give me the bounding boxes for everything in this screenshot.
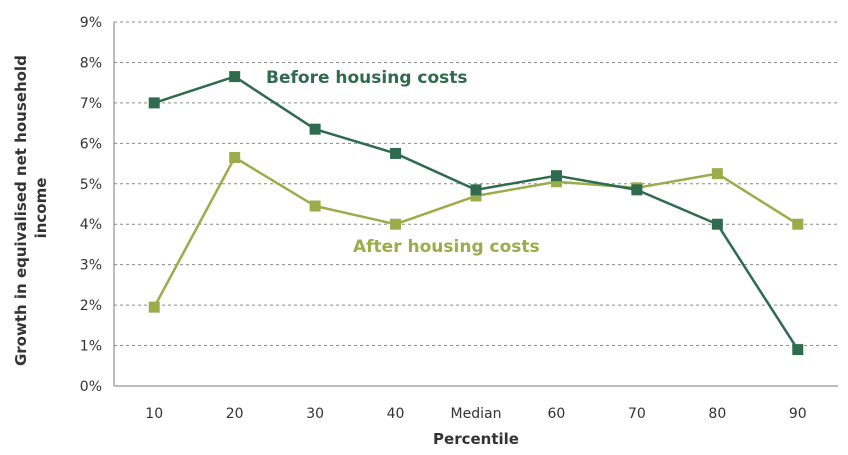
x-tick-label: 30 xyxy=(306,406,324,422)
y-tick-label: 6% xyxy=(80,136,102,152)
y-axis-title: Growth in equivalised net household inco… xyxy=(12,50,50,366)
data-point xyxy=(229,71,241,83)
x-tick-label: 90 xyxy=(789,406,807,422)
data-point xyxy=(309,123,321,135)
y-tick-label: 2% xyxy=(80,298,102,314)
x-tick-label: 70 xyxy=(628,406,646,422)
data-point xyxy=(550,170,562,182)
y-tick-label: 8% xyxy=(80,55,102,71)
axes xyxy=(113,22,838,387)
x-tick-label: Median xyxy=(451,406,502,422)
data-point xyxy=(470,184,482,196)
data-point xyxy=(711,168,723,180)
y-tick-label: 5% xyxy=(80,177,102,193)
data-point xyxy=(550,176,562,188)
x-tick-label: 40 xyxy=(387,406,405,422)
data-point xyxy=(148,301,160,313)
x-axis-title: Percentile xyxy=(433,430,519,448)
gridlines xyxy=(114,21,838,347)
x-tick-label: 10 xyxy=(145,406,163,422)
series-line xyxy=(153,75,799,351)
x-tick-label: 80 xyxy=(708,406,726,422)
data-point xyxy=(470,190,482,202)
y-tick-labels: 0% 1% 2% 3% 4% 5% 6% 7% 8% 9% xyxy=(80,15,102,395)
data-point xyxy=(148,97,160,109)
series-line xyxy=(153,156,799,308)
data-point xyxy=(390,218,402,230)
data-point xyxy=(792,344,804,356)
y-axis-title-line-2: income xyxy=(32,178,50,239)
data-point xyxy=(631,184,643,196)
data-point xyxy=(309,200,321,212)
x-tick-label: 60 xyxy=(548,406,566,422)
y-tick-label: 1% xyxy=(80,339,102,355)
data-point xyxy=(711,218,723,230)
series-before-housing-costs xyxy=(148,71,804,356)
series-label-after-housing-costs: After housing costs xyxy=(353,237,540,257)
data-point xyxy=(792,218,804,230)
y-axis-title-line-1: Growth in equivalised net household xyxy=(12,55,30,366)
x-tick-label: 20 xyxy=(226,406,244,422)
y-tick-label: 3% xyxy=(80,258,102,274)
y-tick-label: 0% xyxy=(80,379,102,395)
data-point xyxy=(229,151,241,163)
series-label-before-housing-costs: Before housing costs xyxy=(266,68,468,88)
y-tick-label: 4% xyxy=(80,217,102,233)
data-point xyxy=(390,147,402,159)
y-tick-label: 9% xyxy=(80,15,102,31)
series-after-housing-costs xyxy=(148,151,804,313)
x-tick-labels: 10 20 30 40 Median 60 70 80 90 xyxy=(145,406,806,422)
y-tick-label: 7% xyxy=(80,96,102,112)
series xyxy=(148,71,804,356)
